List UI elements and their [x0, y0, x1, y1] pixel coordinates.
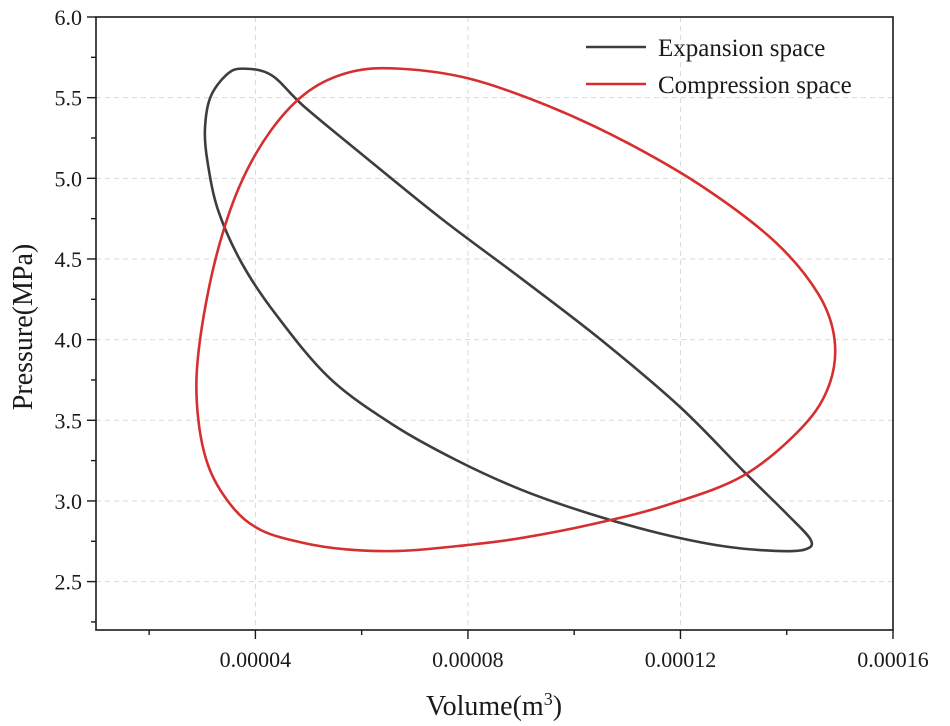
x-axis-title-text: Volume — [426, 691, 513, 722]
y-tick-label: 4.0 — [55, 328, 83, 353]
x-tick-label: 0.00012 — [645, 647, 717, 672]
y-tick-label: 3.5 — [55, 408, 83, 433]
plot-frame — [95, 16, 894, 631]
tick-label-layer: 0.00004 0.00008 0.00012 0.00016 2.5 3.0 3.5 4.0… — [55, 5, 929, 672]
x-axis-unit-close: ) — [553, 691, 562, 722]
legend-label-compression: Compression space — [658, 72, 852, 99]
y-tick-label: 5.5 — [55, 86, 83, 111]
x-tick-label: 0.00004 — [220, 647, 292, 672]
x-axis-unit-exponent: 3 — [544, 689, 553, 709]
y-tick-label: 3.0 — [55, 489, 83, 514]
compression-space-curve — [195, 66, 837, 553]
y-axis-title: Pressure(MPa) — [8, 244, 39, 410]
series-layer — [195, 66, 837, 553]
legend: Expansion space Compression space — [586, 35, 852, 99]
expansion-space-curve — [203, 67, 814, 553]
grid-layer — [96, 17, 893, 630]
y-tick-label: 2.5 — [55, 570, 83, 595]
x-axis-title: Volume(m3) — [426, 689, 562, 722]
x-tick-label: 0.00008 — [432, 647, 504, 672]
x-tick-label: 0.00016 — [857, 647, 929, 672]
y-tick-label: 5.0 — [55, 166, 83, 191]
y-tick-label: 4.5 — [55, 247, 83, 272]
x-axis-unit-open: ( — [513, 691, 522, 722]
tick-layer — [87, 16, 894, 639]
y-tick-label: 6.0 — [55, 5, 83, 30]
x-axis-unit-base: m — [522, 691, 544, 722]
legend-label-expansion: Expansion space — [658, 35, 825, 62]
